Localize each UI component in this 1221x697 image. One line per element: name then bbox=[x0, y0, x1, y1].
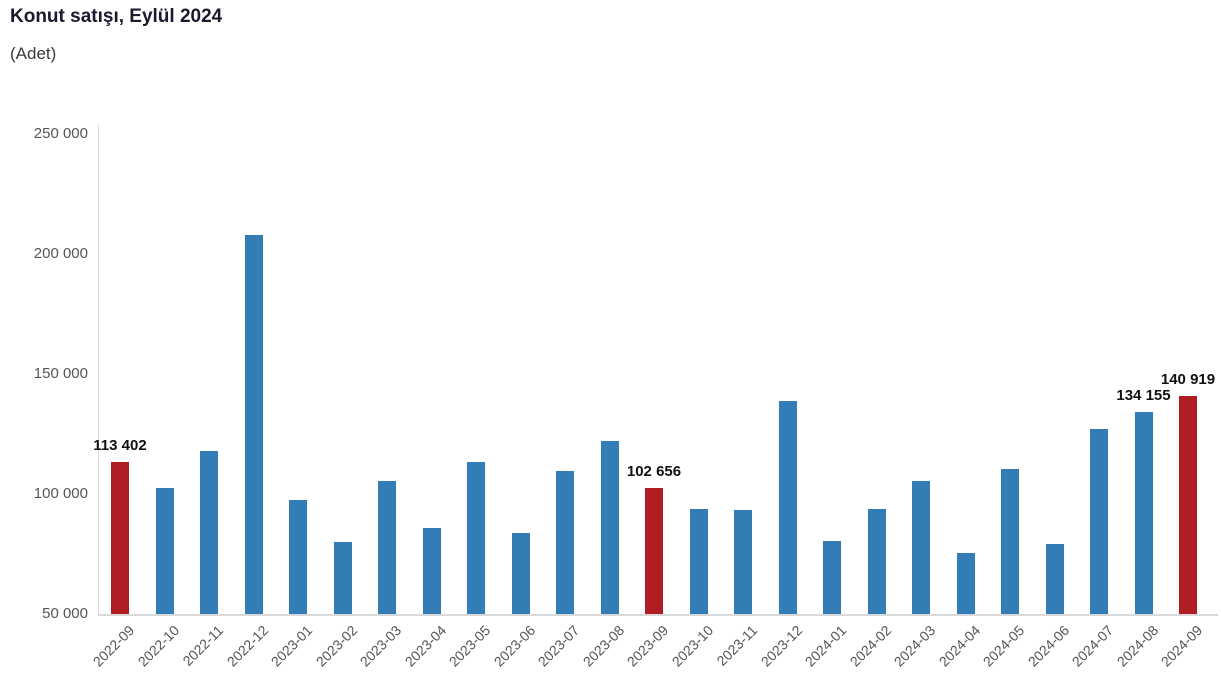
bar-2023-01 bbox=[289, 499, 307, 614]
bar-2023-10 bbox=[689, 508, 708, 614]
bar-2023-06 bbox=[511, 533, 530, 614]
bar-2023-04 bbox=[422, 528, 441, 614]
data-label-2023-09: 102 656 bbox=[626, 462, 682, 480]
bar-2023-08 bbox=[600, 440, 619, 614]
bar-2024-02 bbox=[867, 508, 886, 614]
y-tick-label-100000: 100 000 bbox=[33, 485, 88, 502]
y-tick-label-150000: 150 000 bbox=[33, 365, 88, 382]
y-tick-label-250000: 250 000 bbox=[33, 125, 88, 142]
bar-2024-04 bbox=[956, 552, 975, 614]
data-label-2024-08: 134 155 bbox=[1116, 387, 1171, 405]
bar-2024-01 bbox=[823, 541, 841, 614]
bar-2023-09 bbox=[645, 487, 663, 614]
bar-2023-12 bbox=[778, 401, 797, 614]
bar-2024-07 bbox=[1090, 428, 1108, 614]
data-label-2024-09: 140 919 bbox=[1160, 370, 1216, 388]
bar-2024-03 bbox=[912, 481, 930, 614]
bar-2022-12 bbox=[244, 234, 263, 614]
bar-2023-03 bbox=[378, 480, 396, 614]
bar-2023-05 bbox=[467, 462, 485, 614]
bar-2023-07 bbox=[556, 471, 574, 614]
bar-2024-06 bbox=[1045, 543, 1064, 614]
bar-2024-09 bbox=[1179, 395, 1197, 614]
bar-2022-09 bbox=[111, 461, 129, 614]
bar-2022-10 bbox=[155, 487, 174, 614]
y-axis-line bbox=[98, 125, 99, 615]
bar-2024-05 bbox=[1001, 468, 1019, 614]
chart-subtitle: (Adet) bbox=[10, 44, 57, 63]
y-tick-label-50000: 50 000 bbox=[42, 605, 88, 622]
bar-2024-08 bbox=[1134, 412, 1153, 614]
data-label-2022-09: 113 402 bbox=[93, 436, 147, 454]
x-axis-line bbox=[98, 614, 1218, 616]
y-tick-label-200000: 200 000 bbox=[33, 245, 88, 262]
chart-title: Konut satışı, Eylül 2024 bbox=[10, 6, 223, 27]
bar-2023-11 bbox=[734, 509, 752, 614]
bar-2022-11 bbox=[200, 451, 218, 614]
bar-2023-02 bbox=[333, 541, 352, 614]
